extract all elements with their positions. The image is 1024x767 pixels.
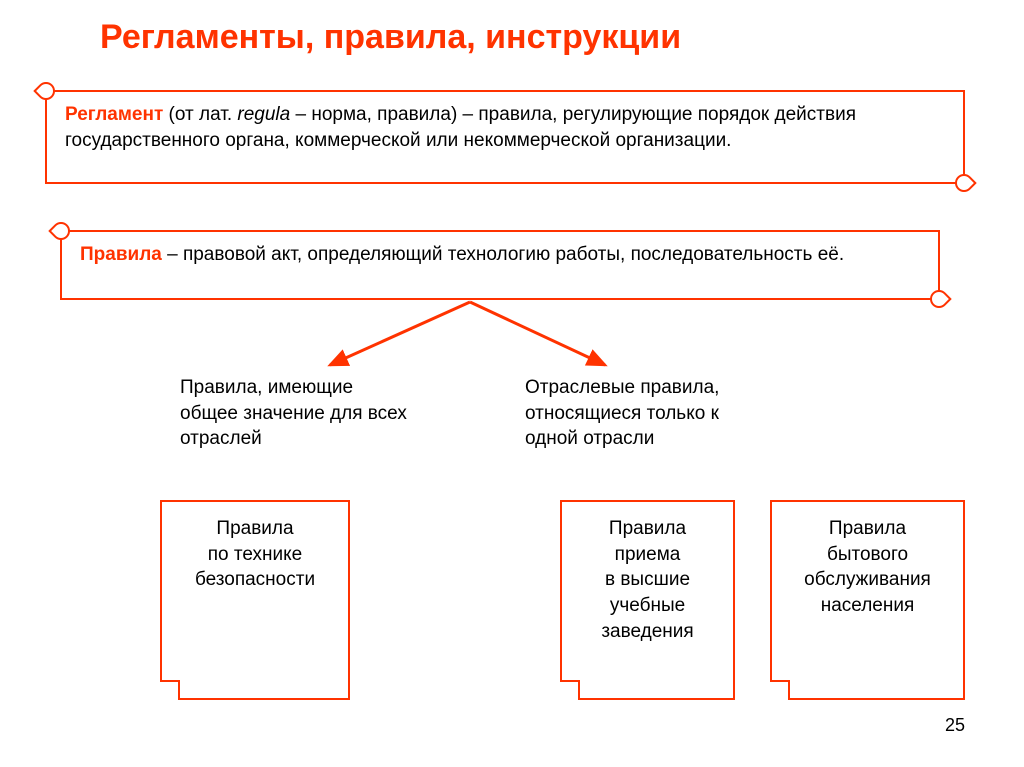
branch-label-general: Правила, имеющие общее значение для всех… [180,375,410,452]
page-fold-icon [560,680,580,700]
page-fold-icon [770,680,790,700]
note-line: Правила [172,516,338,542]
note-box: Правилапо техникебезопасности [160,500,350,700]
note-line: безопасности [172,567,338,593]
note-line: обслуживания [782,567,953,593]
definition-box-pravila: Правила – правовой акт, определяющий тех… [60,230,940,300]
scroll-curl-icon [951,170,976,195]
note-line: учебные [572,593,723,619]
note-box: Правилабытовогообслуживаниянаселения [770,500,965,700]
note-line: в высшие [572,567,723,593]
page-number: 25 [945,715,965,736]
note-line: приема [572,542,723,568]
note-line: по технике [172,542,338,568]
scroll-curl-icon [926,286,951,311]
note-line: Правила [782,516,953,542]
definition-box-reglament: Регламент (от лат. regula – норма, прави… [45,90,965,184]
note-line: Правила [572,516,723,542]
latin-term: regula [237,104,290,125]
scroll-curl-icon [33,78,58,103]
page-title: Регламенты, правила, инструкции [100,18,681,57]
note-line: бытового [782,542,953,568]
scroll-curl-icon [48,218,73,243]
note-line: заведения [572,619,723,645]
branch-label-sector: Отраслевые правила, относящиеся только к… [525,375,765,452]
page-fold-icon [160,680,180,700]
note-box: Правилаприемав высшиеучебныезаведения [560,500,735,700]
text-segment: (от лат. [163,104,237,125]
text-segment: – правовой акт, определяющий технологию … [162,244,844,265]
note-line: населения [782,593,953,619]
term-pravila: Правила [80,244,162,265]
term-reglament: Регламент [65,104,163,125]
